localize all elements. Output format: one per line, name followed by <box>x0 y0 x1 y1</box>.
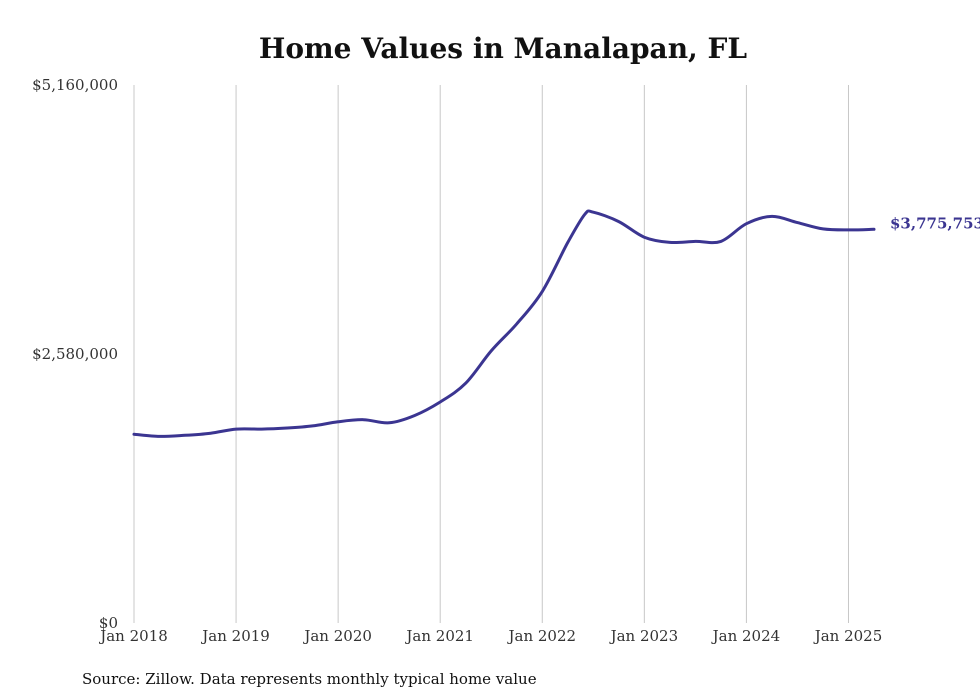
series-layer: $3,775,753 <box>132 209 980 438</box>
y-axis-ticks: $0 $2,580,000 $5,160,000 <box>32 76 118 632</box>
end-value-label: $3,775,753 <box>890 214 980 232</box>
x-tick-label: Jan 2025 <box>813 627 883 645</box>
gridlines <box>133 85 849 623</box>
y-tick-label: $0 <box>99 614 118 632</box>
x-tick-label: Jan 2023 <box>609 627 679 645</box>
x-tick-label: Jan 2018 <box>98 627 168 645</box>
x-tick-label: Jan 2019 <box>200 627 270 645</box>
y-tick-label: $5,160,000 <box>32 76 118 94</box>
x-axis-ticks: Jan 2018 Jan 2019 Jan 2020 Jan 2021 Jan 2022… <box>98 627 882 645</box>
x-tick-label: Jan 2022 <box>506 627 576 645</box>
source-note: Source: Zillow. Data represents monthly … <box>82 670 537 688</box>
x-tick-label: Jan 2024 <box>711 627 781 645</box>
x-tick-label: Jan 2020 <box>302 627 372 645</box>
series-line <box>132 209 876 438</box>
y-tick-label: $2,580,000 <box>32 345 118 363</box>
chart-title: Home Values in Manalapan, FL <box>259 32 748 65</box>
x-tick-label: Jan 2021 <box>404 627 474 645</box>
